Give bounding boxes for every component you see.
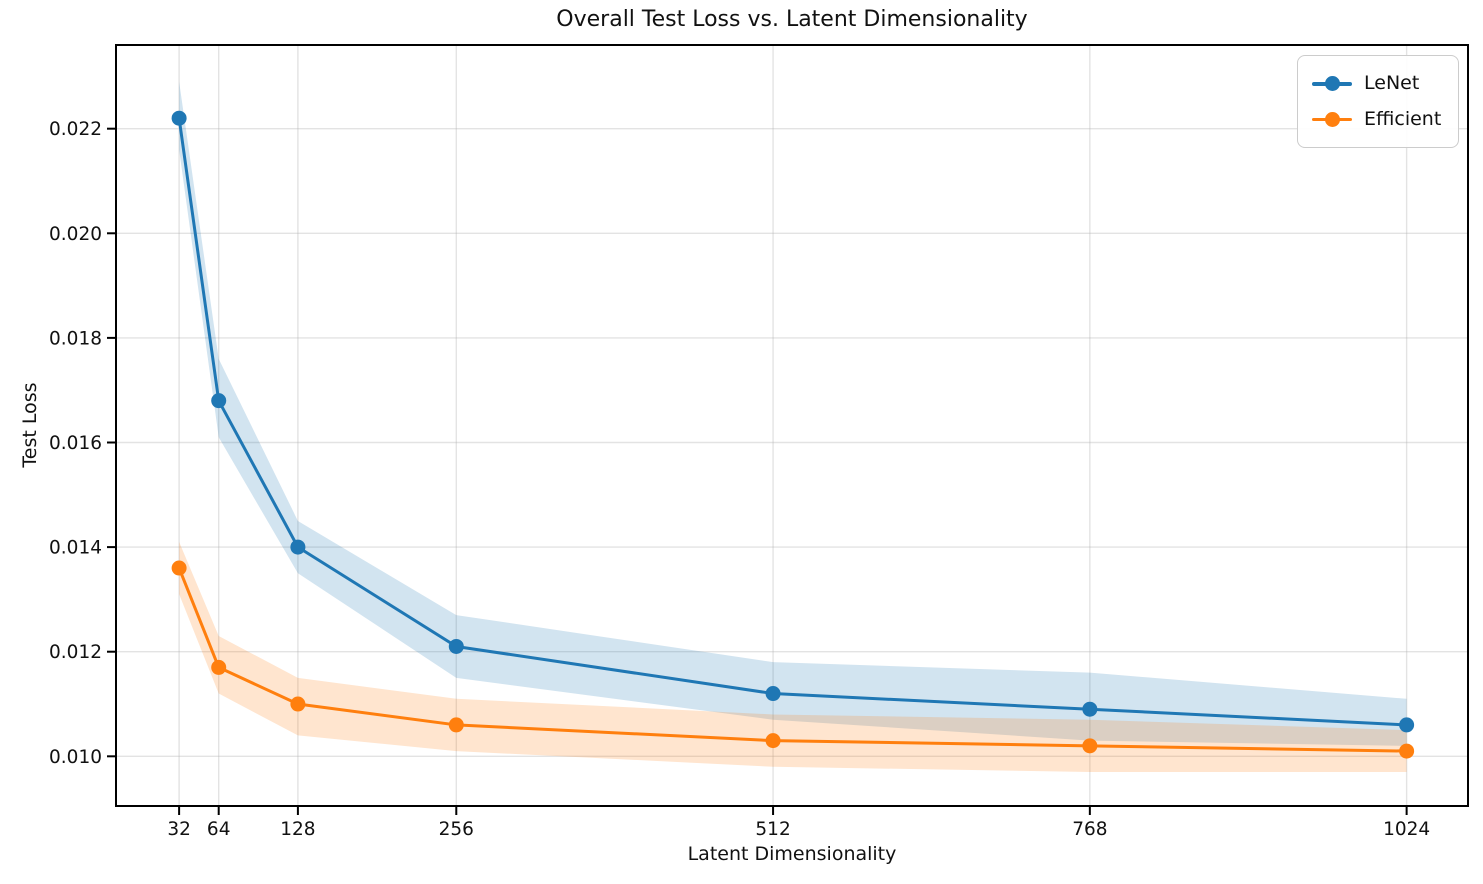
x-tick-label: 128 (280, 819, 315, 840)
data-point-efficient-32 (171, 560, 187, 576)
legend: LeNet Efficient (1297, 55, 1459, 148)
axes-spines (115, 44, 1469, 807)
y-tick-label: 0.014 (49, 538, 102, 559)
chart-title: Overall Test Loss vs. Latent Dimensional… (556, 7, 1028, 32)
data-point-efficient-128 (290, 696, 306, 712)
data-point-efficient-256 (448, 717, 464, 733)
y-tick-label: 0.022 (49, 119, 102, 140)
x-tick-label: 1024 (1383, 819, 1430, 840)
legend-line-marker-icon (1312, 111, 1352, 127)
y-tick-label: 0.016 (49, 433, 102, 454)
data-point-lenet-1024 (1399, 717, 1415, 733)
x-tick-label: 32 (167, 819, 191, 840)
confidence-band-efficient (179, 541, 1407, 773)
legend-item-lenet: LeNet (1312, 74, 1444, 93)
data-point-efficient-1024 (1399, 743, 1415, 759)
legend-label: Efficient (1364, 107, 1442, 130)
legend-label: LeNet (1364, 72, 1420, 95)
x-tick-label: 64 (207, 819, 231, 840)
data-point-efficient-64 (211, 659, 227, 675)
data-point-lenet-32 (171, 110, 187, 126)
legend-item-efficient: Efficient (1312, 107, 1444, 130)
legend-marker-dot (1324, 111, 1340, 127)
data-point-lenet-768 (1082, 701, 1098, 717)
y-tick-label: 0.018 (49, 328, 102, 349)
y-tick-label: 0.012 (49, 642, 102, 663)
data-point-lenet-64 (211, 393, 227, 409)
legend-marker-dot (1324, 76, 1340, 92)
x-axis-label: Latent Dimensionality (687, 843, 897, 865)
data-point-lenet-128 (290, 539, 306, 555)
x-tick-label: 768 (1072, 819, 1107, 840)
series-line-lenet (177, 116, 1409, 727)
data-point-efficient-768 (1082, 738, 1098, 754)
x-tick-label: 256 (439, 819, 474, 840)
data-point-efficient-512 (765, 733, 781, 749)
legend-line-marker-icon (1312, 76, 1352, 92)
data-point-lenet-256 (448, 638, 464, 654)
y-tick-label: 0.020 (49, 224, 102, 245)
y-axis-label: Test Loss (19, 382, 41, 468)
y-tick-label: 0.010 (49, 747, 102, 768)
data-point-lenet-512 (765, 686, 781, 702)
confidence-band-lenet (179, 81, 1407, 746)
x-tick-label: 512 (755, 819, 790, 840)
